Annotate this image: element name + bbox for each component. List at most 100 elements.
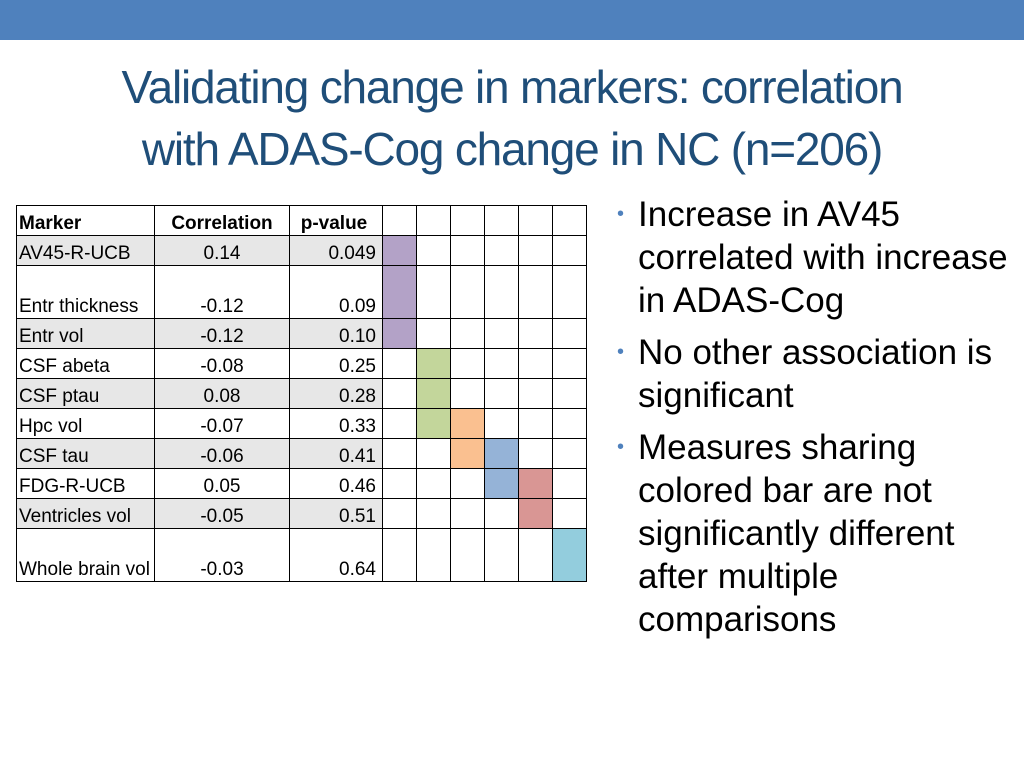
table-row: CSF ptau 0.08 0.28 — [16, 378, 587, 409]
bullet-text: Measures sharing colored bar are not sig… — [638, 428, 955, 639]
bullet-text: Increase in AV45 correlated with increas… — [638, 195, 1008, 320]
significance-bar-cell — [552, 378, 587, 409]
table-row: FDG-R-UCB 0.05 0.46 — [16, 468, 587, 499]
significance-bar-cell — [518, 235, 553, 266]
table-row: Whole brain vol -0.03 0.64 — [16, 528, 587, 582]
significance-bar-cell — [484, 235, 519, 266]
bullet-text: No other association is significant — [638, 333, 993, 415]
bullet-item: • Measures sharing colored bar are not si… — [617, 426, 1017, 641]
table-header-row: Marker Correlation p-value — [16, 205, 587, 236]
significance-bar-cell — [382, 235, 417, 266]
markers-table: Marker Correlation p-value AV45-R-UCB 0.1… — [16, 205, 587, 582]
p-value-cell: 0.51 — [289, 498, 383, 529]
bar-col-header — [450, 205, 485, 236]
significance-bar-cell — [484, 468, 519, 499]
significance-bar-cell — [484, 378, 519, 409]
table-row: Hpc vol -0.07 0.33 — [16, 408, 587, 439]
significance-bar-cell — [518, 265, 553, 319]
marker-cell: Whole brain vol — [16, 528, 155, 582]
significance-bar-cell — [450, 468, 485, 499]
significance-bar-cell — [484, 408, 519, 439]
p-value-cell: 0.64 — [289, 528, 383, 582]
p-value-cell: 0.09 — [289, 265, 383, 319]
significance-bar-cell — [416, 348, 451, 379]
marker-cell: AV45-R-UCB — [16, 235, 155, 266]
significance-bar-cell — [450, 498, 485, 529]
significance-bar-cell — [484, 498, 519, 529]
bullet-item: • No other association is significant — [617, 331, 1017, 417]
significance-bar-cell — [450, 378, 485, 409]
header-correlation: Correlation — [154, 205, 290, 236]
table-row: AV45-R-UCB 0.14 0.049 — [16, 235, 587, 266]
significance-bar-cell — [416, 528, 451, 582]
significance-bar-cell — [518, 408, 553, 439]
bar-col-header — [416, 205, 451, 236]
correlation-cell: 0.05 — [154, 468, 290, 499]
significance-bar-cell — [518, 318, 553, 349]
header-p-value: p-value — [289, 205, 383, 236]
marker-cell: CSF abeta — [16, 348, 155, 379]
table-row: CSF tau -0.06 0.41 — [16, 438, 587, 469]
correlation-cell: 0.14 — [154, 235, 290, 266]
significance-bar-cell — [382, 438, 417, 469]
p-value-cell: 0.10 — [289, 318, 383, 349]
significance-bar-cell — [382, 378, 417, 409]
table-row: Entr vol -0.12 0.10 — [16, 318, 587, 349]
significance-bar-cell — [518, 498, 553, 529]
significance-bar-cell — [450, 235, 485, 266]
p-value-cell: 0.25 — [289, 348, 383, 379]
significance-bar-cell — [484, 528, 519, 582]
significance-bar-cell — [382, 265, 417, 319]
significance-bar-cell — [382, 408, 417, 439]
significance-bar-cell — [552, 235, 587, 266]
marker-cell: CSF ptau — [16, 378, 155, 409]
bar-col-header — [518, 205, 553, 236]
significance-bar-cell — [416, 235, 451, 266]
significance-bar-cell — [518, 468, 553, 499]
bar-col-header — [382, 205, 417, 236]
significance-bar-cell — [450, 528, 485, 582]
correlation-cell: -0.05 — [154, 498, 290, 529]
significance-bar-cell — [382, 528, 417, 582]
significance-bar-cell — [450, 318, 485, 349]
p-value-cell: 0.41 — [289, 438, 383, 469]
correlation-cell: -0.03 — [154, 528, 290, 582]
correlation-cell: -0.07 — [154, 408, 290, 439]
significance-bar-cell — [552, 408, 587, 439]
bullet-dot-icon: • — [617, 341, 625, 363]
significance-bar-cell — [416, 408, 451, 439]
correlation-cell: 0.08 — [154, 378, 290, 409]
header-marker: Marker — [16, 205, 155, 236]
correlation-cell: -0.12 — [154, 265, 290, 319]
p-value-cell: 0.33 — [289, 408, 383, 439]
marker-cell: CSF tau — [16, 438, 155, 469]
table-row: Ventricles vol -0.05 0.51 — [16, 498, 587, 529]
significance-bar-cell — [450, 438, 485, 469]
significance-bar-cell — [382, 348, 417, 379]
significance-bar-cell — [416, 438, 451, 469]
significance-bar-cell — [450, 265, 485, 319]
bullet-dot-icon: • — [617, 203, 625, 225]
marker-cell: Entr vol — [16, 318, 155, 349]
significance-bar-cell — [382, 468, 417, 499]
significance-bar-cell — [552, 348, 587, 379]
significance-bar-cell — [416, 468, 451, 499]
significance-bar-cell — [552, 528, 587, 582]
significance-bar-cell — [552, 265, 587, 319]
correlation-cell: -0.06 — [154, 438, 290, 469]
marker-cell: FDG-R-UCB — [16, 468, 155, 499]
marker-cell: Ventricles vol — [16, 498, 155, 529]
significance-bar-cell — [552, 498, 587, 529]
significance-bar-cell — [518, 438, 553, 469]
marker-cell: Hpc vol — [16, 408, 155, 439]
correlation-cell: -0.08 — [154, 348, 290, 379]
table-row: Entr thickness -0.12 0.09 — [16, 265, 587, 319]
significance-bar-cell — [416, 265, 451, 319]
significance-bar-cell — [484, 438, 519, 469]
significance-bar-cell — [484, 265, 519, 319]
bullet-item: • Increase in AV45 correlated with increa… — [617, 193, 1017, 322]
significance-bar-cell — [450, 408, 485, 439]
slide-top-bar — [0, 0, 1024, 40]
title-line-1: Validating change in markers: correlatio… — [121, 61, 904, 113]
p-value-cell: 0.049 — [289, 235, 383, 266]
